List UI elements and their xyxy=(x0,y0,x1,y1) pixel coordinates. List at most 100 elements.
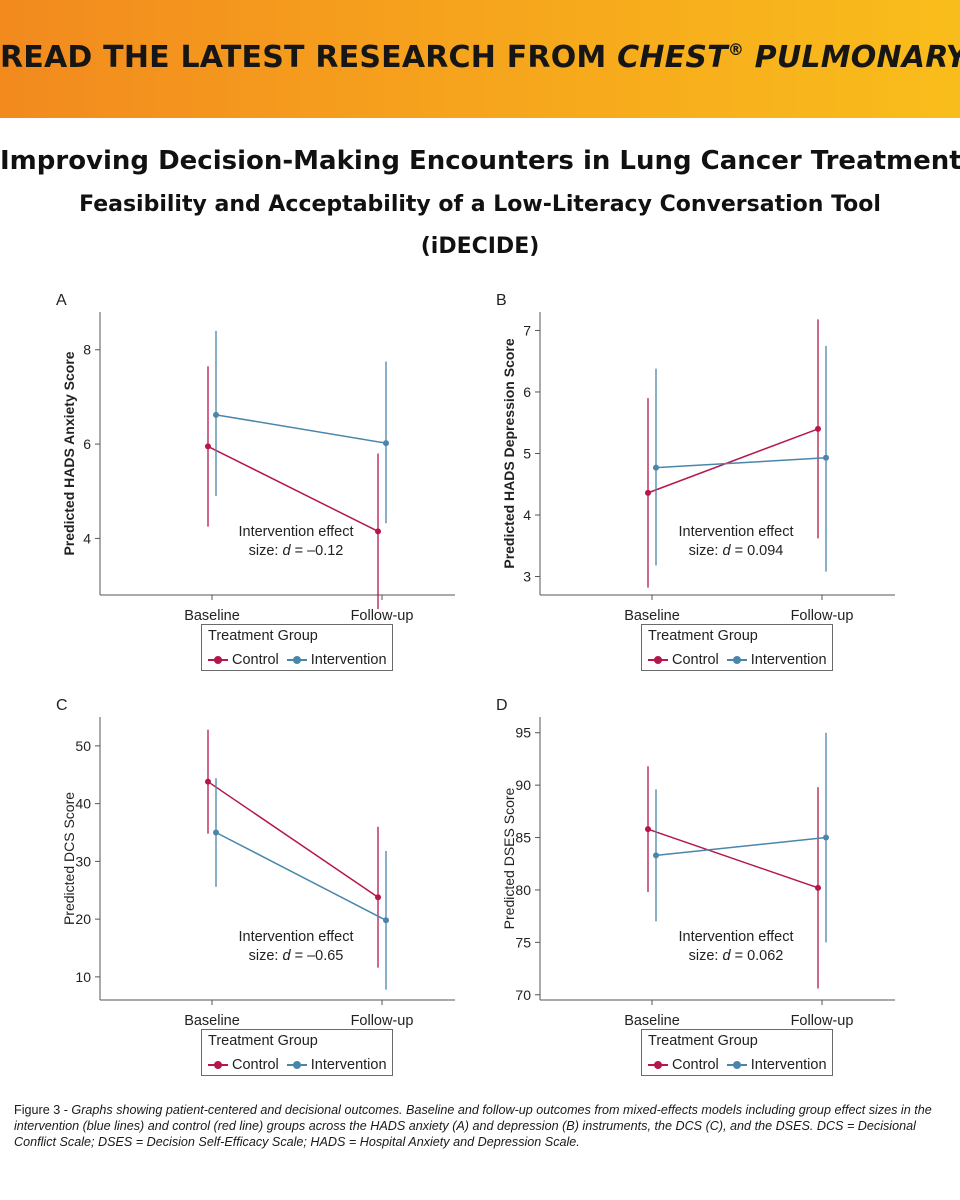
annotation-d-symbol: d xyxy=(282,543,291,559)
banner-prefix: READ THE LATEST RESEARCH FROM xyxy=(0,40,618,75)
article-subtitle: Feasibility and Acceptability of a Low-L… xyxy=(79,192,881,217)
legend-intervention-marker xyxy=(286,1061,307,1069)
control-data-point xyxy=(815,425,821,432)
control-series-line xyxy=(647,828,819,889)
annotation-line2: size: d = –0.12 xyxy=(249,543,344,559)
annotation-line2: size: d = 0.094 xyxy=(689,543,784,559)
y-axis-label: Predicted DSES Score xyxy=(501,787,517,929)
legend-intervention-label: Intervention xyxy=(750,1057,827,1073)
control-series-line xyxy=(647,428,819,494)
y-tick-label: 95 xyxy=(515,725,531,741)
banner-journal: CHEST xyxy=(617,40,728,75)
intervention-data-point xyxy=(653,464,659,471)
banner-journal-suffix: PULMONARY xyxy=(744,40,960,75)
annotation-line1: Intervention effect xyxy=(238,929,353,945)
y-tick-label: 85 xyxy=(515,830,531,846)
annotation-d-symbol: d xyxy=(282,948,291,964)
x-tick-label: Follow-up xyxy=(791,608,854,624)
intervention-series-line xyxy=(655,457,827,469)
intervention-series-line xyxy=(215,831,387,921)
y-tick-label: 4 xyxy=(523,507,531,523)
intervention-series-line xyxy=(215,414,387,444)
control-data-point xyxy=(375,894,381,901)
intervention-data-point xyxy=(823,454,829,461)
legend-control-marker xyxy=(208,1061,228,1069)
control-data-point xyxy=(375,528,381,535)
legend-panel-d: Treatment Group Control Intervention xyxy=(641,1029,833,1076)
article-title: Improving Decision-Making Encounters in … xyxy=(0,146,960,176)
control-data-point xyxy=(815,884,821,891)
intervention-data-point xyxy=(383,440,389,447)
panel-letter: B xyxy=(496,292,507,309)
y-tick-label: 4 xyxy=(83,530,91,546)
legend-title: Treatment Group xyxy=(208,628,318,644)
x-tick-label: Baseline xyxy=(624,608,680,624)
legend-panel-b: Treatment Group Control Intervention xyxy=(641,624,833,671)
panel-letter: A xyxy=(56,292,67,309)
legend-panel-c: Treatment Group Control Intervention xyxy=(201,1029,393,1076)
figure-caption: Figure 3 - Graphs showing patient-center… xyxy=(14,1102,950,1150)
x-tick-label: Baseline xyxy=(624,1013,680,1029)
legend-intervention-label: Intervention xyxy=(750,652,827,668)
y-tick-label: 30 xyxy=(75,853,91,869)
intervention-data-point xyxy=(823,834,829,841)
annotation-line1: Intervention effect xyxy=(238,524,353,540)
annotation-value: = 0.094 xyxy=(731,543,784,559)
y-tick-label: 50 xyxy=(75,738,91,754)
y-tick-label: 40 xyxy=(75,796,91,812)
panel-letter: D xyxy=(496,697,508,714)
legend-intervention-label: Intervention xyxy=(310,1057,387,1073)
legend-intervention-label: Intervention xyxy=(310,652,387,668)
y-tick-label: 5 xyxy=(523,446,531,462)
y-tick-label: 75 xyxy=(515,934,531,950)
y-tick-label: 6 xyxy=(83,436,91,452)
legend-title: Treatment Group xyxy=(648,1033,758,1049)
intervention-data-point xyxy=(653,852,659,859)
control-series-line xyxy=(207,781,379,898)
article-subtitle-acronym: (iDECIDE) xyxy=(420,234,540,259)
legend-control-label: Control xyxy=(232,652,279,668)
y-tick-label: 90 xyxy=(515,777,531,793)
y-tick-label: 80 xyxy=(515,882,531,898)
legend-intervention-marker xyxy=(726,656,747,664)
y-tick-label: 10 xyxy=(75,969,91,985)
legend-control-marker xyxy=(208,656,228,664)
legend-control-label: Control xyxy=(672,652,719,668)
legend-control-label: Control xyxy=(232,1057,279,1073)
x-tick-label: Follow-up xyxy=(351,608,414,624)
legend-title: Treatment Group xyxy=(208,1033,318,1049)
annotation-prefix: size: xyxy=(689,948,723,964)
legend-title: Treatment Group xyxy=(648,628,758,644)
x-tick-label: Follow-up xyxy=(791,1013,854,1029)
y-tick-label: 7 xyxy=(523,322,531,338)
control-data-point xyxy=(205,778,211,785)
annotation-prefix: size: xyxy=(689,543,723,559)
annotation-line2: size: d = 0.062 xyxy=(689,948,784,964)
intervention-data-point xyxy=(213,411,219,418)
control-series-line xyxy=(207,445,379,532)
banner-reg-mark: ® xyxy=(727,40,745,59)
intervention-data-point xyxy=(383,917,389,924)
y-tick-label: 20 xyxy=(75,911,91,927)
annotation-line2: size: d = –0.65 xyxy=(249,948,344,964)
annotation-value: = 0.062 xyxy=(731,948,784,964)
annotation-value: = –0.12 xyxy=(291,543,344,559)
annotation-d-symbol: d xyxy=(722,543,731,559)
control-data-point xyxy=(645,826,651,833)
y-tick-label: 70 xyxy=(515,987,531,1003)
x-tick-label: Baseline xyxy=(184,1013,240,1029)
x-tick-label: Baseline xyxy=(184,608,240,624)
legend-intervention-marker xyxy=(286,656,307,664)
legend-intervention-marker xyxy=(726,1061,747,1069)
y-axis-label: Predicted HADS Anxiety Score xyxy=(61,351,77,555)
annotation-prefix: size: xyxy=(249,948,283,964)
x-tick-label: Follow-up xyxy=(351,1013,414,1029)
legend-panel-a: Treatment Group Control Intervention xyxy=(201,624,393,671)
intervention-series-line xyxy=(655,836,827,857)
annotation-d-symbol: d xyxy=(722,948,731,964)
header-banner: READ THE LATEST RESEARCH FROM CHEST® PUL… xyxy=(0,0,960,118)
legend-control-marker xyxy=(648,1061,668,1069)
legend-control-marker xyxy=(648,656,668,664)
caption-text: Graphs showing patient-centered and deci… xyxy=(14,1103,932,1149)
legend-control-label: Control xyxy=(672,1057,719,1073)
